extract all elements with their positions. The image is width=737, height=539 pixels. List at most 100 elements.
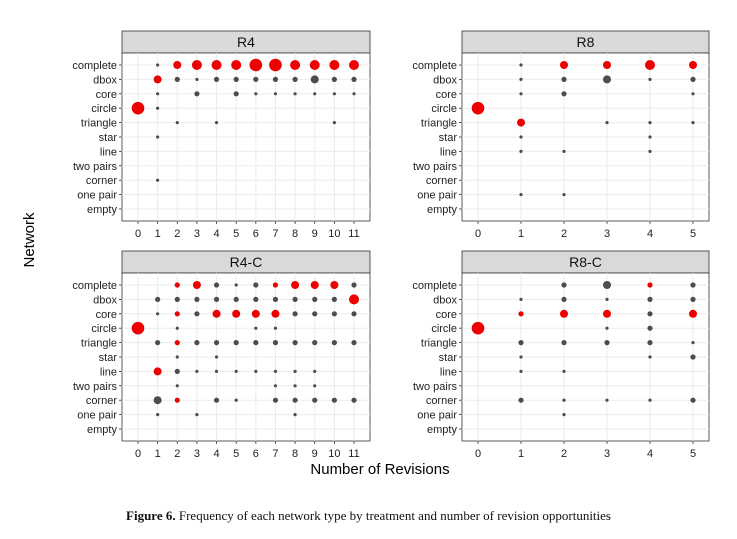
data-point	[471, 101, 485, 115]
x-tick-label: 0	[135, 448, 141, 460]
data-point	[292, 397, 298, 403]
data-point	[174, 340, 180, 346]
x-tick-label: 11	[348, 228, 359, 240]
y-tick-label: star	[439, 352, 458, 364]
data-point	[272, 340, 279, 346]
data-point	[471, 321, 485, 335]
data-point	[313, 369, 317, 373]
data-point	[131, 321, 145, 335]
data-point	[273, 92, 278, 96]
facet-r8-c: R8-C complete dbox core circle triangle star li…	[412, 250, 710, 460]
data-point	[351, 311, 357, 317]
data-point	[214, 121, 219, 125]
y-tick-label: complete	[72, 280, 117, 292]
data-point	[269, 58, 282, 72]
data-point	[332, 92, 336, 96]
data-point	[351, 76, 357, 82]
data-point	[519, 92, 523, 96]
y-tick-label: dbox	[93, 294, 117, 306]
data-point	[156, 92, 160, 96]
data-point	[647, 296, 653, 302]
y-tick-label: two pairs	[73, 161, 118, 173]
y-tick-label: empty	[427, 424, 457, 436]
data-point	[351, 397, 357, 403]
data-point	[561, 340, 567, 346]
y-tick-label: corner	[426, 175, 458, 187]
data-point	[174, 296, 180, 302]
y-tick-label: two pairs	[413, 381, 458, 393]
y-tick-label: complete	[412, 280, 457, 292]
data-point	[174, 397, 180, 403]
data-point	[645, 60, 655, 70]
data-point	[174, 282, 180, 288]
data-point	[293, 413, 297, 417]
y-tick-label: line	[100, 146, 117, 158]
x-tick-label: 3	[194, 228, 200, 240]
figure-caption-label: Figure 6.	[126, 508, 176, 523]
y-tick-label: line	[440, 366, 457, 378]
y-tick-label: triangle	[421, 118, 457, 130]
data-point	[517, 118, 525, 127]
data-point	[330, 281, 339, 289]
data-point	[131, 101, 145, 115]
data-point	[292, 340, 298, 346]
y-tick-label: circle	[91, 103, 117, 115]
y-tick-label: triangle	[421, 338, 457, 350]
data-point	[292, 296, 298, 302]
data-point	[292, 76, 298, 82]
x-tick-label: 9	[312, 228, 318, 240]
data-point	[273, 369, 278, 373]
data-point	[253, 282, 259, 288]
data-point	[519, 297, 523, 301]
data-point	[233, 76, 239, 82]
data-point	[312, 311, 318, 317]
y-tick-label: core	[96, 309, 117, 321]
data-point	[254, 92, 258, 96]
data-point	[331, 397, 337, 403]
data-point	[647, 325, 653, 331]
data-point	[603, 281, 611, 289]
data-point	[691, 121, 695, 125]
data-point	[309, 60, 320, 70]
data-point	[690, 354, 696, 360]
data-point	[213, 397, 220, 403]
data-point	[310, 75, 319, 84]
data-point	[604, 340, 610, 346]
x-tick-label: 1	[155, 228, 161, 240]
x-tick-label: 2	[174, 448, 180, 460]
x-tick-label: 2	[174, 228, 180, 240]
data-point	[233, 340, 239, 346]
data-point	[272, 296, 279, 302]
data-point	[562, 369, 566, 373]
data-point	[561, 76, 567, 82]
data-point	[175, 326, 179, 330]
data-point	[191, 60, 202, 70]
data-point	[349, 60, 359, 70]
y-tick-label: one pair	[417, 190, 457, 202]
data-point	[156, 413, 160, 417]
data-point	[312, 340, 318, 346]
data-point	[272, 397, 279, 403]
data-point	[647, 311, 653, 317]
data-point	[156, 135, 160, 139]
data-point	[519, 369, 523, 373]
data-point	[214, 369, 219, 373]
data-point	[156, 106, 160, 110]
x-axis-title: Number of Revisions	[310, 461, 449, 478]
data-point	[351, 282, 357, 288]
data-point	[603, 75, 611, 84]
x-tick-label: 6	[253, 228, 259, 240]
data-point	[194, 311, 200, 317]
facet-panels: R4 complete dbox core circle triangle star line…	[72, 30, 710, 460]
x-tick-label: 4	[213, 228, 219, 240]
data-point	[153, 75, 162, 84]
data-point	[153, 396, 162, 405]
data-point	[293, 92, 297, 96]
data-point	[213, 296, 220, 302]
x-tick-label: 11	[348, 448, 359, 460]
data-point	[648, 121, 652, 125]
facet-r8: R8 complete dbox core circle triangle star line…	[412, 30, 710, 240]
data-point	[253, 340, 259, 346]
y-tick-label: complete	[412, 60, 457, 72]
data-point	[214, 355, 219, 359]
